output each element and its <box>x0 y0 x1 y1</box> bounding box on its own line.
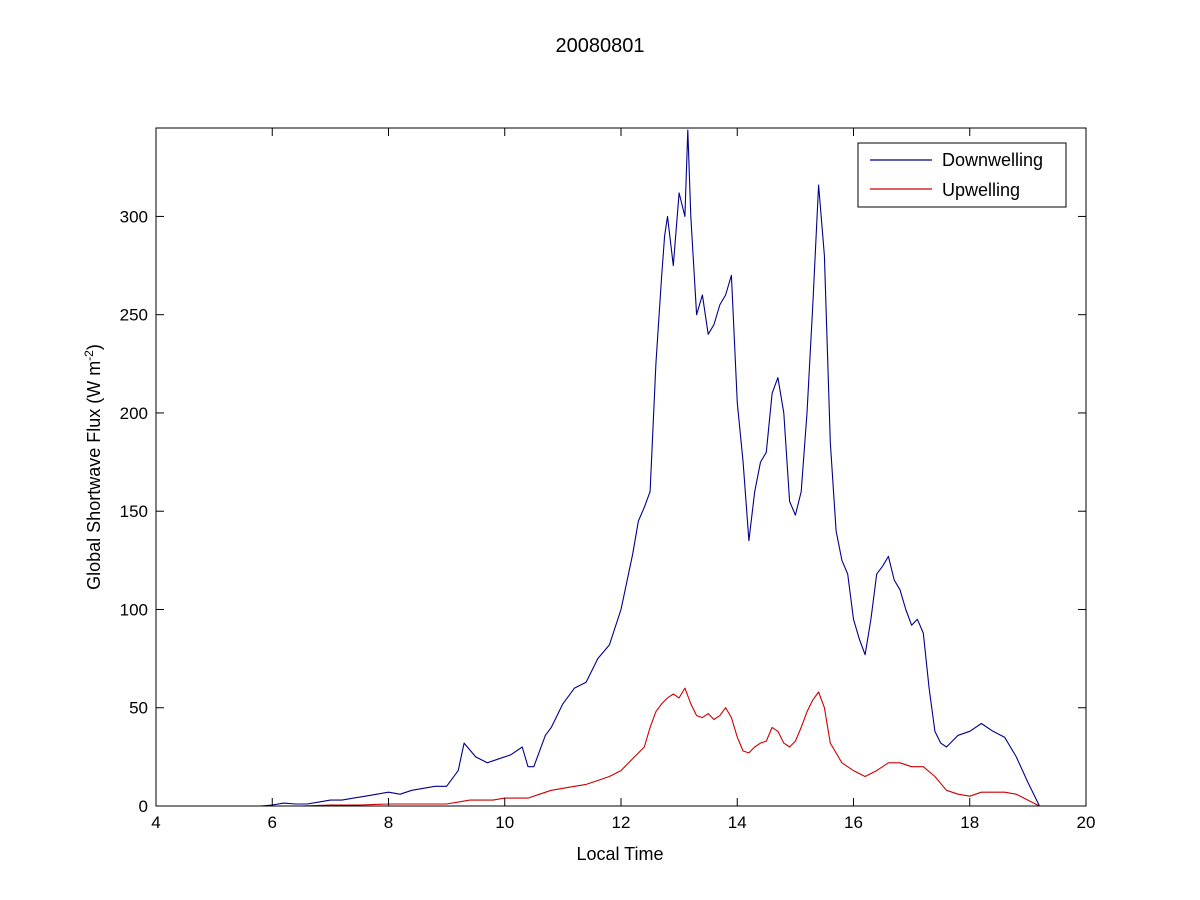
x-tick-label: 20 <box>1077 813 1096 832</box>
y-axis-label: Global Shortwave Flux (W m-2) <box>82 344 104 590</box>
x-tick-label: 4 <box>151 813 160 832</box>
y-tick-label: 300 <box>120 207 148 226</box>
y-tick-label: 50 <box>129 699 148 718</box>
x-tick-label: 18 <box>960 813 979 832</box>
chart-title: 20080801 <box>556 35 645 57</box>
x-tick-label: 6 <box>268 813 277 832</box>
y-tick-label: 250 <box>120 306 148 325</box>
series-line-upwelling <box>156 687 1040 807</box>
series-line-downwelling <box>156 129 1040 807</box>
y-tick-label: 0 <box>139 797 148 816</box>
legend-label-downwelling: Downwelling <box>942 150 1043 170</box>
y-tick-label: 200 <box>120 404 148 423</box>
x-tick-label: 10 <box>495 813 514 832</box>
y-axis-label-suffix: ) <box>84 344 104 350</box>
y-axis-label-main: Global Shortwave Flux (W m <box>84 361 104 590</box>
plot-area <box>156 128 1086 806</box>
y-tick-label: 150 <box>120 502 148 521</box>
legend-label-upwelling: Upwelling <box>942 180 1020 200</box>
y-axis-label-superscript: -2 <box>82 350 96 361</box>
x-tick-label: 12 <box>612 813 631 832</box>
y-tick-label: 100 <box>120 600 148 619</box>
legend-box <box>857 142 1067 208</box>
legend: Downwelling Upwelling <box>857 142 1067 208</box>
x-axis-label: Local Time <box>576 844 663 864</box>
series-layer <box>156 129 1040 807</box>
x-tick-label: 16 <box>844 813 863 832</box>
x-tick-label: 14 <box>728 813 747 832</box>
x-tick-label: 8 <box>384 813 393 832</box>
